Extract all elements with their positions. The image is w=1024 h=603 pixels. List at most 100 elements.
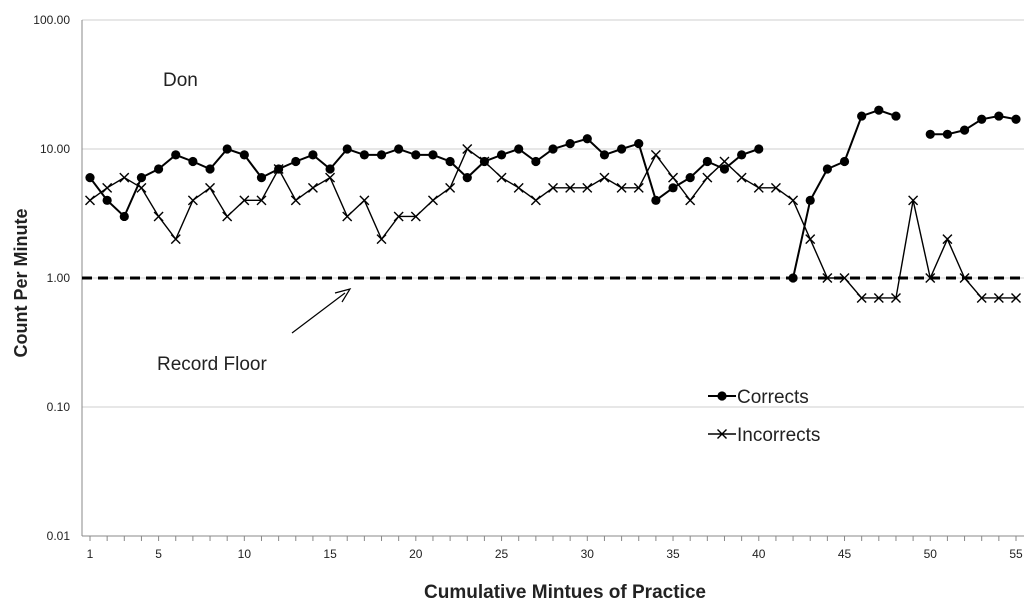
x-marker-stroke (976, 292, 987, 303)
data-point-corrects (582, 134, 592, 144)
data-point-incorrects (890, 292, 901, 303)
data-point-incorrects (770, 182, 781, 193)
x-tick-label: 25 (495, 547, 509, 561)
data-point-corrects (359, 150, 369, 160)
x-marker-stroke (153, 211, 164, 222)
data-point-corrects (702, 156, 712, 167)
data-point-corrects (85, 173, 95, 183)
x-marker-stroke (565, 182, 576, 193)
data-point-incorrects (513, 182, 524, 193)
data-point-incorrects (633, 182, 644, 193)
series-line-corrects (792, 109, 897, 279)
x-tick-label: 40 (752, 547, 766, 561)
x-marker-stroke (650, 149, 661, 160)
data-point-corrects (205, 164, 215, 174)
x-marker-stroke (805, 234, 816, 245)
y-tick-label: 10.00 (40, 142, 70, 156)
x-marker-stroke (427, 195, 438, 206)
data-point-corrects (668, 183, 678, 193)
data-point-corrects (102, 195, 112, 205)
data-point-incorrects (942, 234, 953, 245)
data-point-corrects (342, 144, 352, 154)
data-point-corrects (256, 173, 267, 183)
data-point-corrects (651, 195, 661, 205)
x-marker-stroke (925, 273, 936, 283)
data-point-incorrects (548, 182, 558, 193)
data-point-incorrects (616, 182, 627, 193)
x-marker-stroke (788, 195, 799, 206)
x-marker-stroke (342, 211, 353, 222)
y-tick-label: 1.00 (47, 271, 71, 285)
legend-marker-circle (717, 391, 727, 401)
series-corrects (85, 105, 1021, 283)
x-tick-label: 15 (323, 547, 337, 561)
data-point-corrects (737, 150, 747, 160)
data-point-corrects (376, 150, 387, 160)
x-marker-stroke (548, 182, 558, 193)
data-point-corrects (634, 139, 644, 149)
data-point-incorrects (565, 182, 576, 193)
data-point-incorrects (856, 292, 867, 303)
x-marker-stroke (290, 195, 301, 206)
data-point-incorrects (187, 195, 198, 206)
data-point-corrects (548, 144, 558, 154)
data-point-corrects (136, 173, 147, 183)
x-marker-stroke (839, 273, 850, 283)
data-point-incorrects (685, 195, 696, 206)
data-point-corrects (1011, 114, 1021, 124)
x-marker-stroke (719, 156, 730, 167)
x-marker-stroke (376, 234, 387, 245)
x-marker-stroke (187, 195, 198, 206)
data-point-corrects (788, 273, 798, 283)
data-point-incorrects (376, 234, 387, 245)
x-marker-stroke (942, 234, 953, 245)
data-point-incorrects (290, 195, 301, 206)
data-point-corrects (942, 129, 953, 139)
legend-marker-x (717, 429, 727, 439)
data-point-incorrects (599, 172, 610, 183)
data-point-incorrects (222, 211, 233, 222)
x-marker-stroke (205, 182, 216, 193)
data-point-corrects (119, 211, 129, 222)
legend-item-corrects: Corrects (708, 387, 809, 408)
data-point-incorrects (839, 273, 850, 283)
data-point-incorrects (788, 195, 799, 206)
data-point-corrects (445, 156, 455, 167)
x-marker-stroke (856, 292, 867, 303)
x-marker-stroke (359, 195, 370, 206)
data-point-corrects (599, 150, 610, 160)
data-point-incorrects (925, 273, 936, 283)
data-point-corrects (925, 129, 935, 139)
x-axis-title: Cumulative Mintues of Practice (424, 582, 706, 603)
x-marker-stroke (325, 172, 336, 183)
x-tick-label: 45 (838, 547, 852, 561)
x-marker-stroke (908, 195, 919, 206)
data-point-corrects (308, 150, 318, 160)
y-tick-labels: 0.01 0.10 1.00 10.00 100.00 (33, 13, 70, 543)
x-tick-label: 10 (238, 547, 252, 561)
data-point-incorrects (959, 273, 970, 283)
data-point-incorrects (650, 149, 661, 160)
x-marker-stroke (599, 172, 610, 183)
x-marker-stroke (307, 182, 318, 193)
x-tick-label: 5 (155, 547, 162, 561)
legend: Corrects Incorrects (708, 387, 820, 446)
series-incorrects (85, 144, 1021, 303)
x-tick-labels: 1 5 10 15 20 25 30 35 40 45 50 55 (87, 536, 1023, 561)
x-marker-stroke (668, 172, 679, 183)
data-point-incorrects (119, 172, 130, 183)
x-marker-stroke (239, 195, 250, 206)
series-line-corrects (89, 137, 760, 219)
data-point-corrects (685, 173, 695, 183)
x-marker-stroke (822, 273, 833, 283)
x-marker-stroke (393, 211, 404, 222)
x-tick-label: 50 (924, 547, 938, 561)
data-point-incorrects (153, 211, 164, 222)
x-marker-stroke (616, 182, 627, 193)
data-point-corrects (839, 156, 850, 167)
x-marker-stroke (496, 172, 507, 183)
data-point-corrects (754, 144, 764, 154)
x-marker-stroke (136, 182, 147, 193)
data-point-corrects (977, 114, 987, 124)
legend-label: Corrects (737, 387, 809, 408)
